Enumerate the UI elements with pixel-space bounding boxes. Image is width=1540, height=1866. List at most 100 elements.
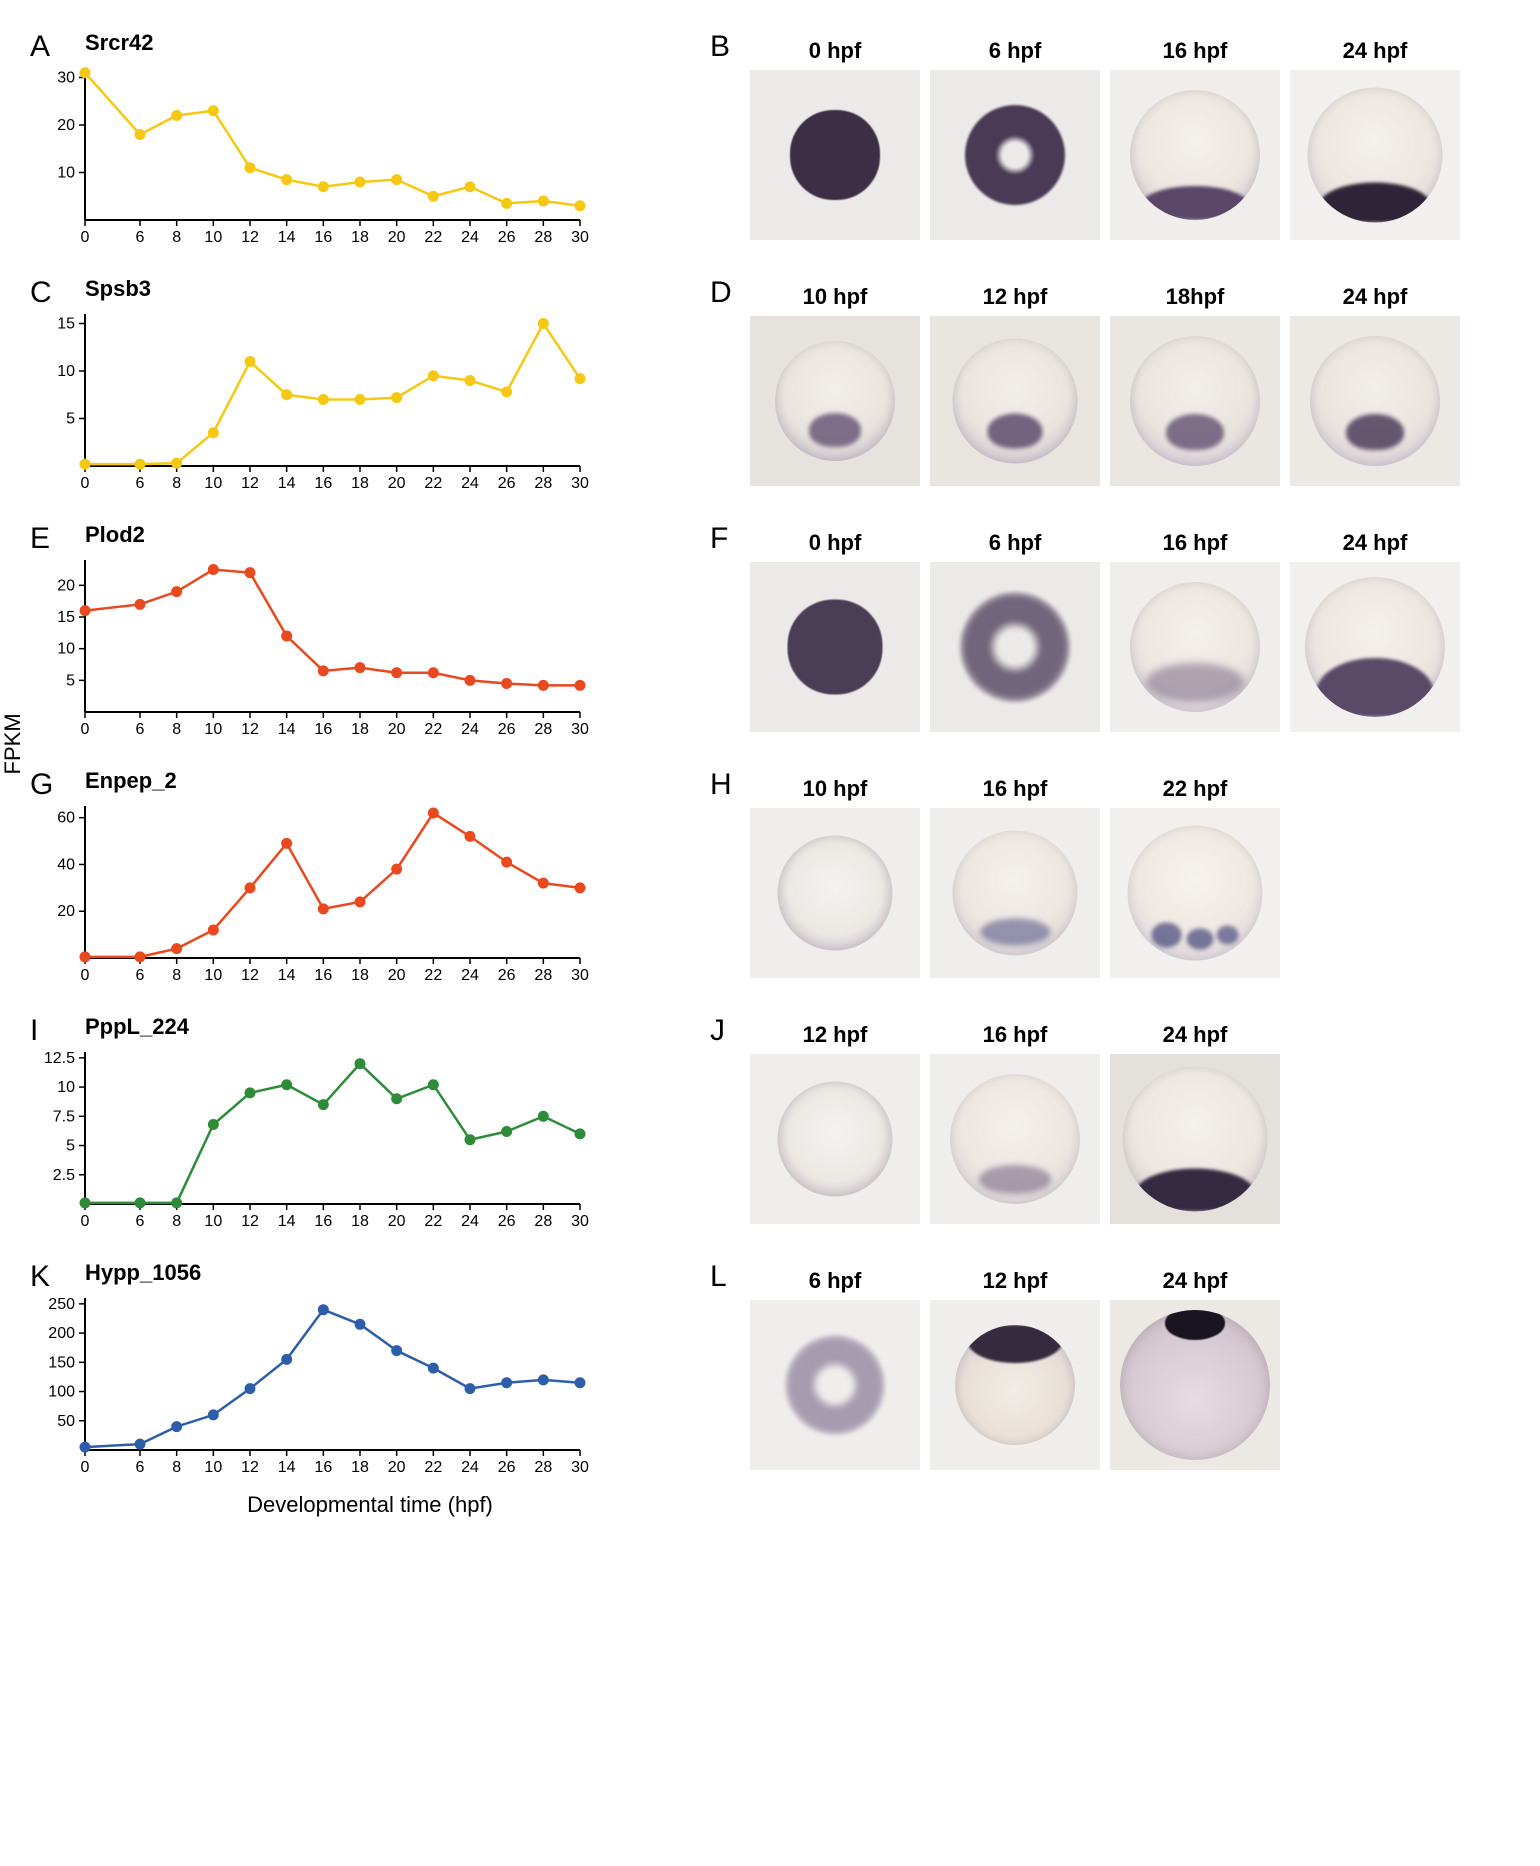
svg-text:14: 14 — [278, 1459, 296, 1476]
embryo-micrograph — [750, 1300, 920, 1470]
svg-text:100: 100 — [48, 1384, 75, 1401]
image-timepoint-label: 10 hpf — [803, 776, 868, 802]
svg-text:250: 250 — [48, 1296, 75, 1313]
image-panel: B 0 hpf 6 hpf 16 hpf 2 — [710, 30, 1510, 258]
svg-text:16: 16 — [314, 967, 332, 984]
svg-text:14: 14 — [278, 1213, 296, 1230]
svg-text:20: 20 — [388, 1213, 406, 1230]
chart-panel: A Srcr42 10 20 30 0 6 8 10 12 14 16 18 — [30, 30, 670, 258]
panel-letter: I — [30, 1014, 38, 1048]
panel-letter: L — [710, 1260, 727, 1294]
embryo-image-cell: 24 hpf — [1290, 38, 1460, 240]
embryo-micrograph — [930, 1054, 1100, 1224]
svg-text:0: 0 — [81, 229, 90, 246]
image-timepoint-label: 16 hpf — [983, 776, 1048, 802]
svg-text:0: 0 — [81, 475, 90, 492]
svg-text:0: 0 — [81, 1213, 90, 1230]
svg-text:6: 6 — [136, 1459, 145, 1476]
svg-text:6: 6 — [136, 475, 145, 492]
svg-text:8: 8 — [172, 475, 181, 492]
embryo-image-cell: 16 hpf — [1110, 38, 1280, 240]
image-timepoint-label: 6 hpf — [809, 1268, 862, 1294]
image-panel: D 10 hpf 12 hpf 18hpf — [710, 276, 1510, 504]
embryo-micrograph — [1290, 316, 1460, 486]
panel-letter: B — [710, 30, 730, 64]
svg-text:16: 16 — [314, 229, 332, 246]
svg-text:30: 30 — [57, 70, 75, 87]
embryo-micrograph — [750, 1054, 920, 1224]
embryo-micrograph — [750, 70, 920, 240]
svg-text:28: 28 — [534, 229, 552, 246]
chart-panel: C Spsb3 5 10 15 0 6 8 10 12 14 16 18 — [30, 276, 670, 504]
svg-text:22: 22 — [424, 475, 442, 492]
svg-text:20: 20 — [388, 229, 406, 246]
image-timepoint-label: 10 hpf — [803, 284, 868, 310]
svg-text:5: 5 — [66, 411, 75, 428]
embryo-image-cell: 18hpf — [1110, 284, 1280, 486]
svg-text:22: 22 — [424, 229, 442, 246]
line-chart: 50 100 150 200 250 0 6 8 10 12 14 16 18 — [30, 1288, 590, 1488]
panel-letter: C — [30, 276, 52, 310]
svg-text:10: 10 — [204, 1459, 222, 1476]
image-timepoint-label: 12 hpf — [983, 284, 1048, 310]
chart-title: Srcr42 — [85, 30, 670, 56]
image-panel: L 6 hpf 12 hpf 24 hpf — [710, 1260, 1510, 1518]
svg-text:8: 8 — [172, 1213, 181, 1230]
embryo-image-cell: 12 hpf — [930, 284, 1100, 486]
svg-text:10: 10 — [204, 967, 222, 984]
panel-letter: F — [710, 522, 728, 556]
svg-text:6: 6 — [136, 229, 145, 246]
svg-text:6: 6 — [136, 1213, 145, 1230]
svg-text:14: 14 — [278, 721, 296, 738]
svg-text:22: 22 — [424, 967, 442, 984]
embryo-micrograph — [930, 1300, 1100, 1470]
embryo-micrograph — [1290, 70, 1460, 240]
svg-text:200: 200 — [48, 1325, 75, 1342]
svg-text:22: 22 — [424, 721, 442, 738]
svg-text:5: 5 — [66, 672, 75, 689]
svg-text:20: 20 — [57, 577, 75, 594]
svg-text:30: 30 — [571, 1459, 589, 1476]
svg-text:18: 18 — [351, 475, 369, 492]
line-chart: 20 40 60 0 6 8 10 12 14 16 18 20 22 24 — [30, 796, 590, 996]
svg-text:28: 28 — [534, 1459, 552, 1476]
svg-text:12: 12 — [241, 475, 259, 492]
svg-text:18: 18 — [351, 721, 369, 738]
svg-text:20: 20 — [57, 117, 75, 134]
image-timepoint-label: 24 hpf — [1343, 530, 1408, 556]
svg-text:16: 16 — [314, 721, 332, 738]
svg-text:8: 8 — [172, 967, 181, 984]
svg-text:10: 10 — [204, 721, 222, 738]
chart-title: Spsb3 — [85, 276, 670, 302]
svg-text:10: 10 — [57, 641, 75, 658]
svg-text:40: 40 — [57, 856, 75, 873]
svg-text:26: 26 — [498, 229, 516, 246]
svg-text:12: 12 — [241, 721, 259, 738]
svg-text:20: 20 — [388, 721, 406, 738]
embryo-image-cell: 0 hpf — [750, 530, 920, 732]
svg-text:22: 22 — [424, 1459, 442, 1476]
image-timepoint-label: 16 hpf — [1163, 530, 1228, 556]
embryo-micrograph — [750, 562, 920, 732]
embryo-image-cell: 16 hpf — [930, 776, 1100, 978]
panel-letter: E — [30, 522, 50, 556]
embryo-micrograph — [750, 316, 920, 486]
svg-text:150: 150 — [48, 1354, 75, 1371]
svg-text:8: 8 — [172, 1459, 181, 1476]
svg-text:24: 24 — [461, 475, 479, 492]
svg-text:22: 22 — [424, 1213, 442, 1230]
embryo-micrograph — [1290, 562, 1460, 732]
svg-text:28: 28 — [534, 967, 552, 984]
embryo-micrograph — [930, 808, 1100, 978]
panel-letter: K — [30, 1260, 50, 1294]
line-chart: 2.5 5 7.5 10 12.5 0 6 8 10 12 14 16 18 — [30, 1042, 590, 1242]
embryo-micrograph — [750, 808, 920, 978]
svg-text:24: 24 — [461, 721, 479, 738]
svg-text:24: 24 — [461, 967, 479, 984]
svg-text:12: 12 — [241, 967, 259, 984]
image-timepoint-label: 0 hpf — [809, 530, 862, 556]
svg-text:14: 14 — [278, 475, 296, 492]
svg-text:8: 8 — [172, 721, 181, 738]
svg-text:2.5: 2.5 — [53, 1167, 75, 1184]
embryo-image-cell: 24 hpf — [1290, 284, 1460, 486]
